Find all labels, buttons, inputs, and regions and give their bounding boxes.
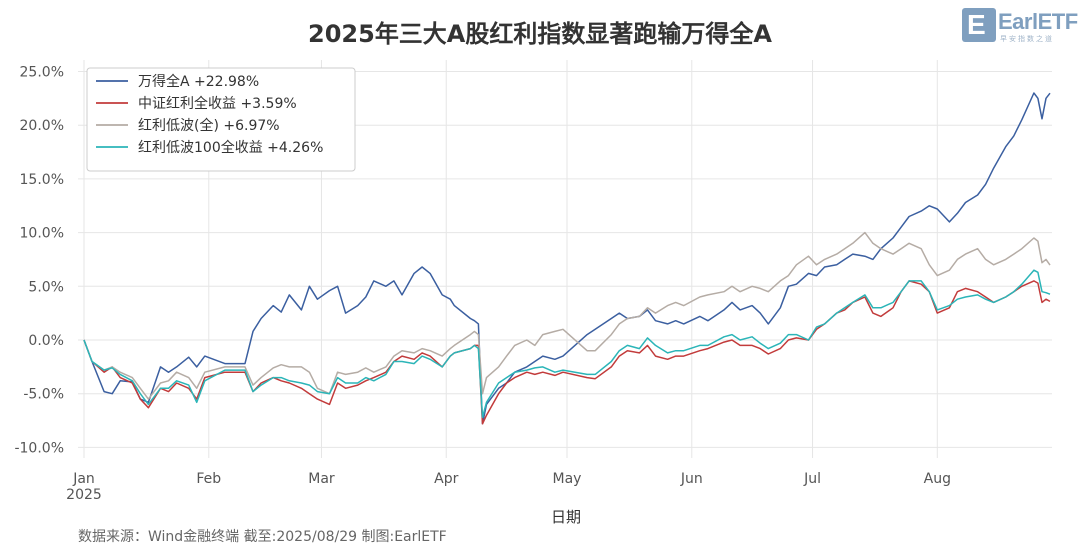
legend-label: 万得全A +22.98%	[138, 73, 259, 90]
legend-box	[86, 67, 356, 172]
y-tick-label: 15.0%	[20, 172, 64, 188]
legend-label: 红利低波100全收益 +4.26%	[138, 139, 323, 156]
x-tick-label: Apr	[434, 471, 458, 487]
x-tick-label: Aug	[924, 471, 951, 487]
y-tick-label: 25.0%	[20, 65, 64, 81]
logo-mark: E	[962, 8, 996, 42]
x-tick-label: Jan	[72, 471, 95, 487]
x-axis-title: 日期	[551, 508, 581, 526]
series-line	[83, 269, 1051, 419]
series-line	[83, 231, 1051, 400]
x-tick-label: Jul	[803, 471, 821, 487]
y-tick-label: 20.0%	[20, 118, 64, 134]
legend-label: 红利低波(全) +6.97%	[138, 117, 280, 134]
logo-subtitle: 早安指数之道	[1000, 35, 1054, 43]
logo-mark-letter: E	[967, 9, 986, 40]
y-tick-label: 5.0%	[28, 279, 64, 295]
y-tick-label: -5.0%	[23, 387, 64, 403]
chart-legend: 万得全A +22.98% 中证红利全收益 +3.59% 红利低波(全) +6.97%…	[86, 67, 356, 172]
x-tick-sublabel: 2025	[66, 487, 102, 503]
x-tick-label: Feb	[196, 471, 221, 487]
legend-label: 中证红利全收益 +3.59%	[138, 95, 297, 112]
x-tick-label: May	[553, 471, 582, 487]
source-note: 数据来源：Wind金融终端 截至:2025/08/29 制图:EarlETF	[78, 529, 447, 545]
earletf-logo: E EarlETF 早安指数之道	[962, 8, 1078, 44]
logo-text: EarlETF	[998, 9, 1078, 34]
chart-title: 2025年三大A股红利指数显著跑输万得全A	[308, 20, 772, 48]
x-tick-label: Jun	[680, 471, 703, 487]
series-line	[83, 92, 1051, 425]
chart-series-lines	[83, 92, 1051, 425]
y-axis: -10.0% -5.0% 0.0% 5.0% 10.0% 15.0% 20.0% 25.0%	[14, 65, 64, 457]
y-tick-label: 0.0%	[28, 333, 64, 349]
y-tick-label: 10.0%	[20, 226, 64, 242]
x-tick-label: Mar	[308, 471, 335, 487]
y-tick-label: -10.0%	[14, 440, 64, 456]
